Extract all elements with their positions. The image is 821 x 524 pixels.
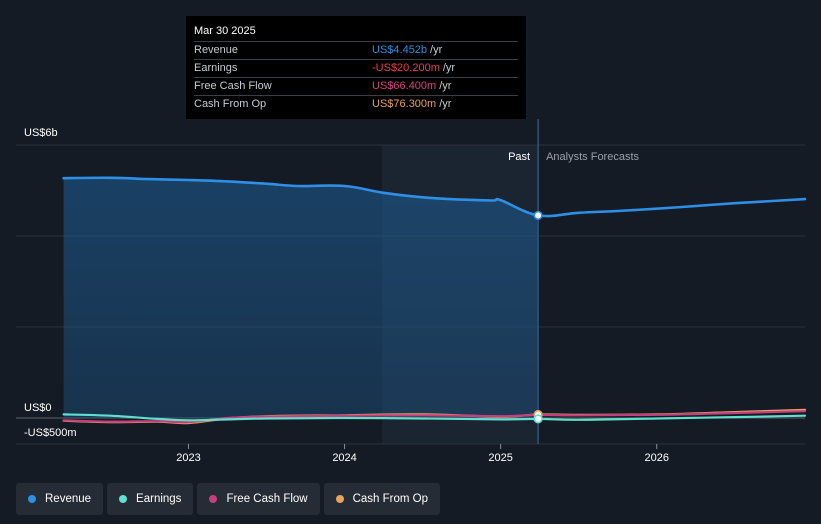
forecast-label: Analysts Forecasts — [546, 151, 639, 163]
legend-item-revenue[interactable]: Revenue — [16, 483, 104, 515]
past-label: Past — [508, 151, 530, 163]
revenue-area — [63, 177, 539, 418]
legend-item-earnings[interactable]: Earnings — [107, 483, 194, 515]
legend-label: Free Cash Flow — [226, 493, 308, 505]
x-axis-label: 2026 — [644, 452, 668, 464]
legend-item-free-cash-flow[interactable]: Free Cash Flow — [197, 483, 320, 515]
legend-dot-icon — [28, 495, 36, 503]
tooltip-row-value: US$4.452b — [372, 44, 428, 56]
tooltip-row: Earnings -US$20.200m/yr — [194, 59, 518, 77]
tooltip-row-value: -US$20.200m — [372, 62, 440, 74]
y-axis-label: US$0 — [24, 402, 52, 414]
legend-dot-icon — [119, 495, 128, 503]
legend-label: Cash From Op — [352, 493, 429, 505]
tooltip-row-value: US$66.400m — [372, 80, 437, 92]
legend-item-cash-from-op[interactable]: Cash From Op — [323, 483, 441, 515]
legend: Revenue Earnings Free Cash Flow Cash From O… — [16, 483, 441, 515]
legend-label: Revenue — [45, 493, 92, 505]
series-line-free-cash-flow — [62, 410, 807, 424]
tooltip-row-unit: /yr — [439, 80, 452, 92]
series-line-revenue — [62, 176, 807, 218]
chart-area: US$6b US$0 -US$500m 2023 2024 2025 2026 Past Ana… — [16, 119, 807, 464]
tooltip-row-unit: /yr — [439, 98, 452, 110]
tooltip-row-unit: /yr — [430, 44, 443, 56]
tooltip-row-label: Cash From Op — [194, 98, 267, 110]
marker-revenue — [533, 210, 543, 221]
legend-dot-icon — [335, 495, 344, 503]
y-axis-label: US$6b — [24, 127, 58, 139]
tooltip-row-label: Revenue — [194, 44, 239, 56]
tooltip: Mar 30 2025 Revenue US$4.452b/yr Earnings -… — [186, 16, 526, 119]
x-axis-label: 2023 — [176, 452, 200, 464]
legend-label: Earnings — [136, 493, 182, 505]
tooltip-row-value: US$76.300m — [372, 98, 437, 110]
x-axis-label: 2024 — [332, 452, 356, 464]
tooltip-date: Mar 30 2025 — [194, 25, 256, 37]
tooltip-row-label: Earnings — [194, 62, 238, 74]
tooltip-row-unit: /yr — [442, 62, 456, 74]
tooltip-row: Free Cash Flow US$66.400m/yr — [194, 77, 518, 95]
series-line-earnings — [62, 413, 807, 422]
tooltip-row: Revenue US$4.452b/yr — [194, 41, 518, 59]
legend-dot-icon — [209, 495, 218, 503]
x-axis-label: 2025 — [488, 452, 512, 464]
y-axis-label: -US$500m — [24, 427, 77, 439]
tooltip-row: Cash From Op US$76.300m/yr — [194, 95, 518, 113]
marker-earnings — [533, 414, 543, 424]
tooltip-row-label: Free Cash Flow — [194, 80, 272, 92]
